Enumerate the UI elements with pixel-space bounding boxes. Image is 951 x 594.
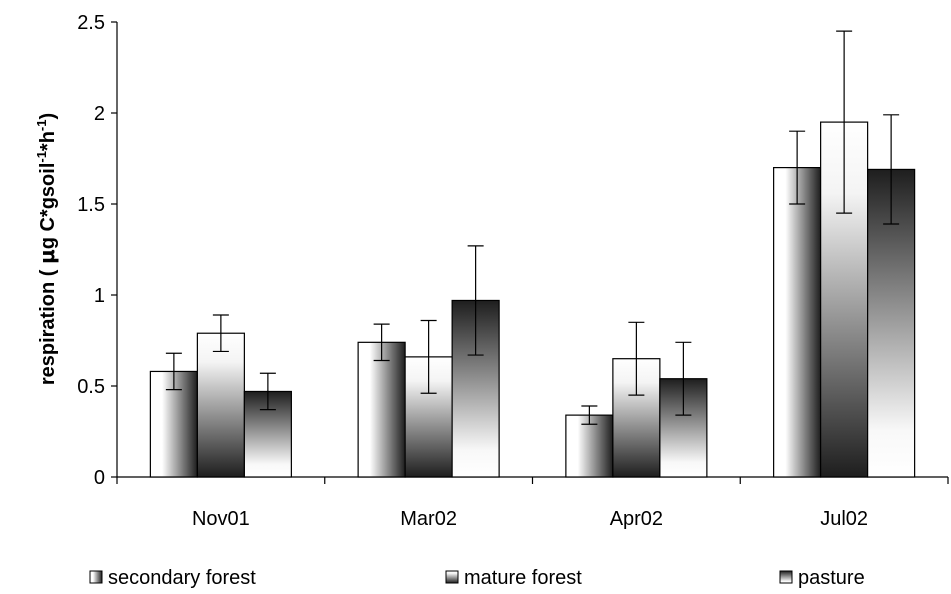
x-tick-label: Apr02 (610, 508, 663, 530)
legend-label: pasture (798, 567, 865, 589)
legend-swatch (89, 570, 103, 584)
bar (773, 167, 822, 478)
legend-label: mature forest (464, 567, 582, 589)
bar (196, 332, 245, 478)
legend: secondary forest mature forest pasture (89, 567, 865, 589)
y-tick-label: 2 (94, 103, 105, 125)
x-tick-label: Mar02 (400, 508, 457, 530)
y-tick-label: 2.5 (77, 12, 105, 34)
plot-area: 0 0.5 1 1.5 2 2.5 Nov01 Mar02 Apr02 Jul02 (77, 12, 949, 530)
legend-swatch (445, 570, 459, 584)
y-tick-label: 0 (94, 467, 105, 489)
legend-swatch (779, 570, 793, 584)
y-tick-label: 1.5 (77, 194, 105, 216)
x-tick-label: Jul02 (820, 508, 868, 530)
legend-label: secondary forest (108, 567, 256, 589)
y-tick-label: 1 (94, 285, 105, 307)
y-tick-label: 0.5 (77, 376, 105, 398)
x-tick-label: Nov01 (192, 508, 250, 530)
y-axis-label: respiration ( μg C*gsoil-1*h-1) (34, 113, 59, 385)
bar (357, 341, 406, 478)
